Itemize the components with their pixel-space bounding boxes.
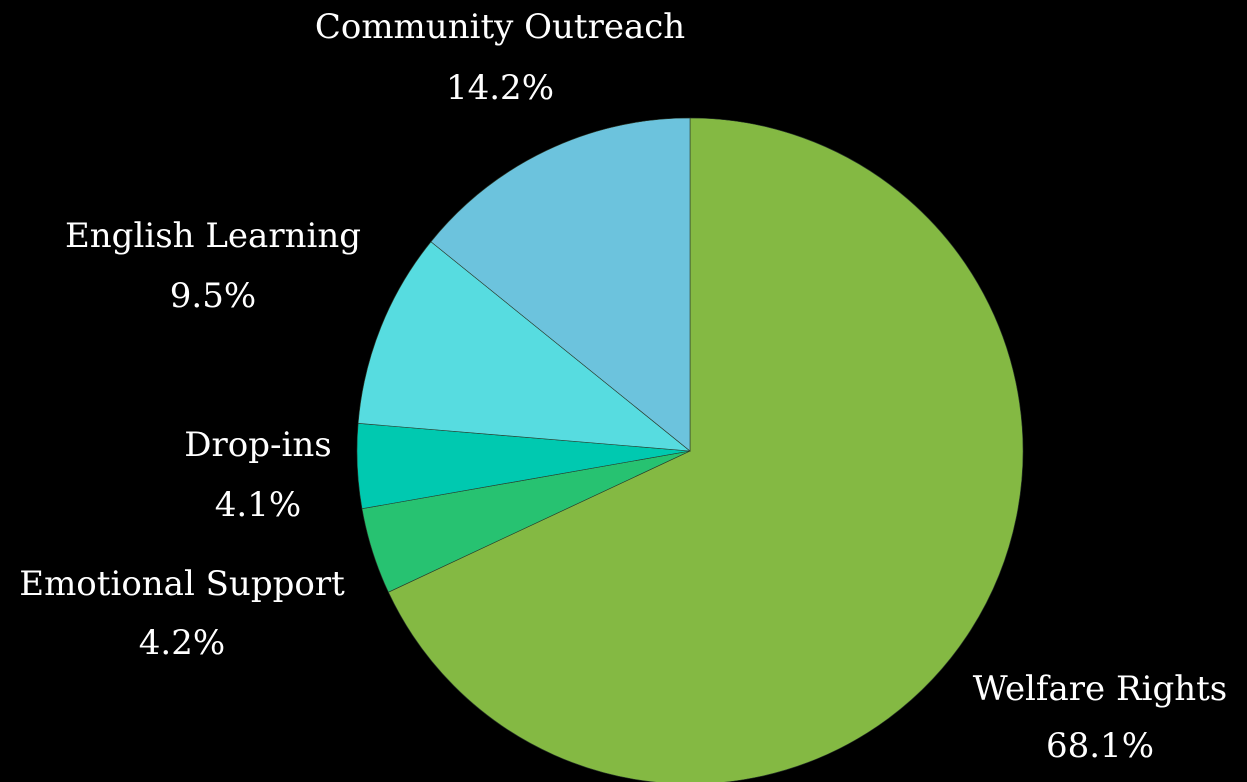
slice-english-learning [357,241,691,452]
label-emotional-support: Emotional Support [19,564,345,604]
slice-community-outreach [430,117,691,452]
value-english-learning: 9.5% [170,276,256,316]
label-community-outreach: Community Outreach [315,7,685,47]
label-english-learning: English Learning [65,216,361,256]
value-drop-ins: 4.1% [215,485,301,525]
label-welfare-rights: Welfare Rights [973,669,1227,709]
pie-labels: Community Outreach 14.2% English Learnin… [19,7,1227,766]
value-emotional-support: 4.2% [139,623,225,663]
value-community-outreach: 14.2% [446,68,554,108]
slice-welfare-rights [388,117,1024,782]
label-drop-ins: Drop-ins [184,425,331,465]
pie-slices [356,117,1024,782]
value-welfare-rights: 68.1% [1046,726,1154,766]
